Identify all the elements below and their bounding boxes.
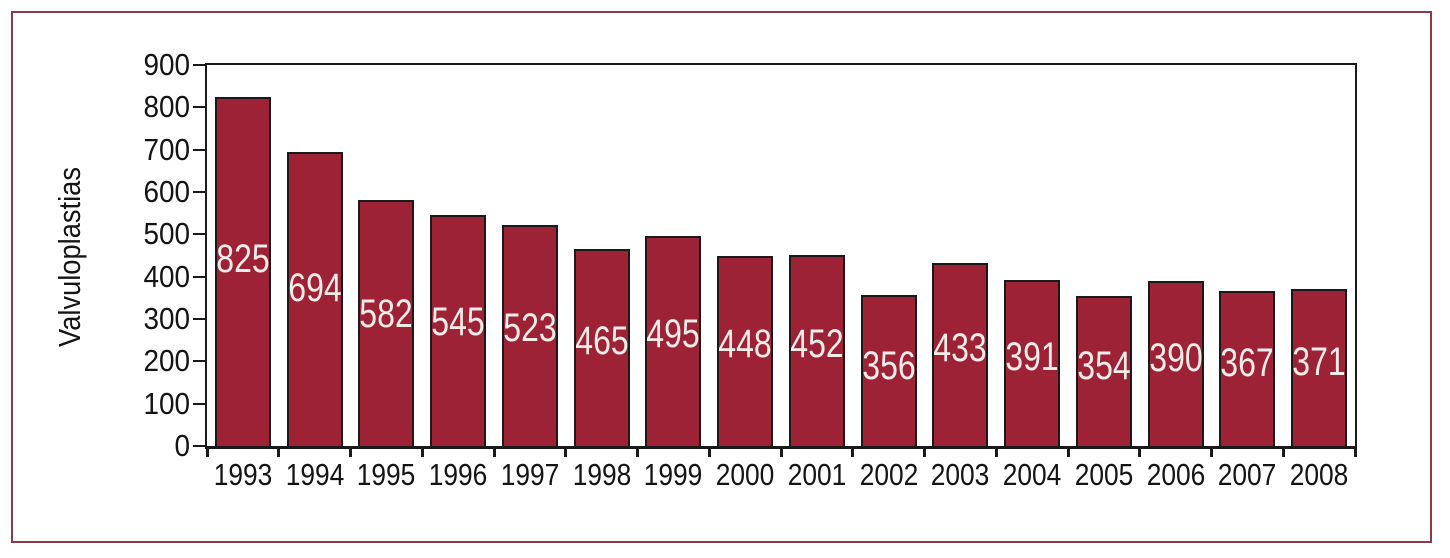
bar-value-label: 448 [718, 322, 772, 367]
x-tick-mark [707, 449, 711, 457]
bar-2005: 354 [1075, 296, 1132, 446]
y-tick-mark [193, 64, 205, 66]
y-tick-label: 700 [143, 131, 190, 167]
bar-2008: 371 [1291, 289, 1348, 446]
x-tick-label-1996: 1996 [428, 457, 488, 492]
y-tick-mark [193, 275, 205, 278]
bar-2006: 390 [1147, 281, 1204, 446]
bar-value-label: 465 [574, 318, 629, 363]
y-tick-mark [193, 445, 205, 447]
bar-value-label: 523 [503, 305, 557, 350]
x-tick-mark [994, 449, 998, 457]
x-tick-label-1993: 1993 [213, 457, 273, 492]
x-tick-mark [420, 449, 424, 457]
x-tick-mark [349, 449, 352, 457]
bar-1996: 545 [430, 215, 487, 446]
y-tick-mark [193, 148, 205, 151]
x-tick-mark [564, 449, 568, 457]
x-tick-label-2000: 2000 [715, 457, 775, 492]
bar-2002: 356 [860, 295, 917, 446]
bar-value-label: 390 [1148, 335, 1203, 380]
bar-value-label: 367 [1220, 341, 1275, 386]
y-tick-label: 800 [143, 89, 190, 125]
bar-1997: 523 [501, 225, 558, 446]
x-tick-label-1999: 1999 [644, 457, 703, 492]
x-tick-mark [636, 449, 639, 457]
bar-value-label: 354 [1077, 344, 1131, 389]
x-tick-label-1998: 1998 [572, 457, 631, 492]
bar-2000: 448 [717, 256, 774, 446]
bar-value-label: 694 [287, 266, 342, 311]
bar-2003: 433 [932, 263, 989, 446]
x-tick-mark [492, 449, 496, 457]
x-tick-mark [205, 449, 209, 457]
x-tick-mark [1066, 449, 1070, 457]
bar-value-label: 452 [790, 321, 844, 366]
x-tick-mark [277, 449, 281, 457]
y-tick-mark [193, 402, 205, 405]
y-tick-mark [193, 191, 205, 193]
bar-value-label: 495 [646, 311, 701, 356]
x-tick-mark [851, 449, 855, 457]
x-tick-label-2006: 2006 [1146, 457, 1205, 492]
bar-value-label: 391 [1005, 335, 1059, 380]
x-tick-label-2008: 2008 [1289, 457, 1349, 492]
bar-2004: 391 [1004, 280, 1061, 446]
x-tick-label-2002: 2002 [859, 457, 918, 492]
x-tick-label-2005: 2005 [1074, 457, 1134, 492]
x-tick-label-2003: 2003 [931, 457, 990, 492]
y-tick-mark [193, 360, 205, 363]
bar-value-label: 371 [1292, 340, 1346, 385]
bar-value-label: 356 [861, 343, 916, 388]
y-tick-label: 300 [143, 301, 190, 336]
y-tick-label: 500 [143, 216, 190, 252]
y-tick-label: 600 [143, 174, 190, 209]
x-tick-mark [779, 449, 783, 457]
x-tick-label-1997: 1997 [500, 457, 560, 492]
x-tick-label-1995: 1995 [357, 457, 416, 492]
y-tick-mark [193, 106, 205, 109]
y-tick-label: 200 [143, 343, 190, 379]
bar-1999: 495 [645, 236, 702, 446]
y-axis-title: Valvuloplastias [52, 167, 88, 347]
x-tick-label-1994: 1994 [285, 457, 344, 492]
bar-1993: 825 [214, 97, 271, 446]
bar-1994: 694 [286, 152, 343, 446]
bar-value-label: 582 [359, 292, 414, 337]
y-tick-label: 0 [174, 428, 190, 463]
y-tick-label: 400 [143, 258, 190, 294]
figure-border [11, 11, 1432, 543]
x-tick-mark [1138, 449, 1142, 457]
x-tick-mark [923, 449, 926, 457]
bar-2001: 452 [788, 255, 845, 446]
bar-value-label: 825 [216, 236, 270, 281]
x-tick-label-2004: 2004 [1002, 457, 1062, 492]
bar-2007: 367 [1219, 291, 1276, 446]
bar-1995: 582 [358, 200, 415, 446]
y-tick-label: 900 [143, 47, 190, 82]
y-tick-mark [193, 318, 205, 320]
bar-value-label: 433 [933, 326, 988, 371]
bar-1998: 465 [573, 249, 630, 446]
bar-value-label: 545 [431, 300, 485, 345]
y-axis-title-wrap: Valvuloplastias [40, 77, 100, 437]
x-tick-mark [1281, 449, 1285, 457]
plot-area: 825 694 582 545 523 465 495 448 452 356 433 391 354 3… [205, 63, 1357, 449]
y-tick-label: 100 [143, 385, 190, 421]
x-tick-mark [1353, 449, 1357, 457]
x-tick-label-2007: 2007 [1218, 457, 1277, 492]
y-tick-mark [193, 233, 205, 236]
x-tick-mark [1210, 449, 1213, 457]
x-tick-label-2001: 2001 [787, 457, 847, 492]
